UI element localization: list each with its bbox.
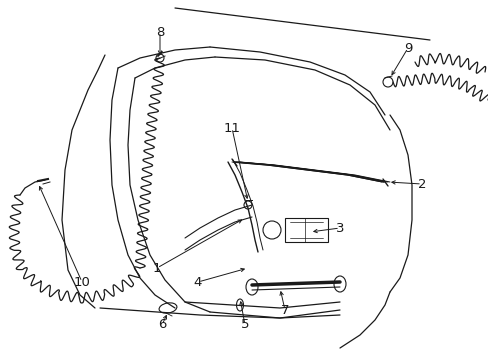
Text: 6: 6	[158, 319, 166, 332]
Text: 9: 9	[403, 41, 411, 54]
Text: 5: 5	[240, 319, 249, 332]
Text: 8: 8	[156, 26, 164, 39]
Text: 7: 7	[280, 303, 289, 316]
Text: 2: 2	[417, 177, 426, 190]
Text: 3: 3	[335, 221, 344, 234]
Text: 11: 11	[223, 122, 240, 135]
Text: 1: 1	[152, 261, 161, 274]
Text: 4: 4	[193, 275, 202, 288]
Text: 10: 10	[73, 275, 90, 288]
